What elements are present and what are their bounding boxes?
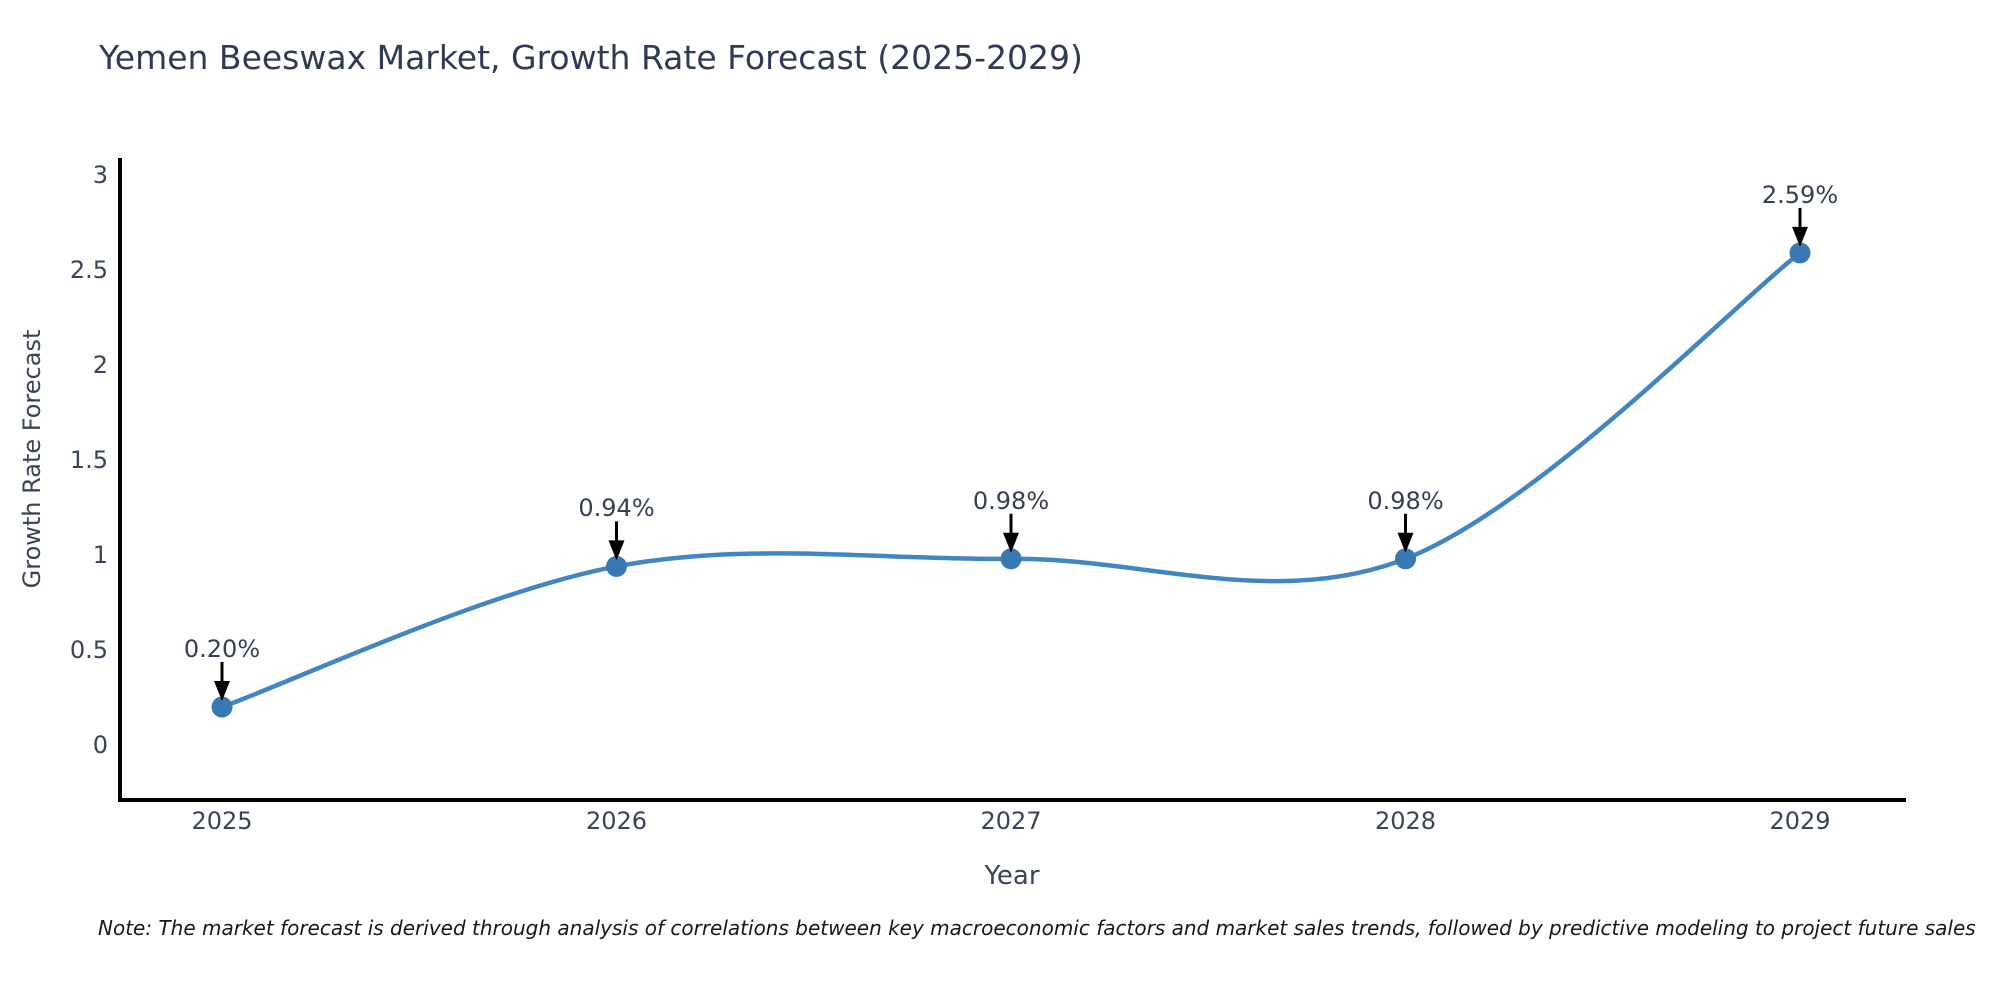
annotation-arrowhead-icon: [1003, 532, 1019, 553]
forecast-line: [219, 250, 1803, 710]
x-tick-label: 2026: [585, 807, 648, 835]
y-tick-label: 1.5: [69, 446, 108, 474]
x-tick-label: 2025: [191, 807, 253, 835]
chart-title: Yemen Beeswax Market, Growth Rate Foreca…: [99, 38, 1083, 77]
annotation-arrowhead-icon: [1792, 226, 1808, 247]
point-annotation: 2.59%: [1761, 180, 1839, 209]
data-point-marker[interactable]: [211, 696, 233, 718]
x-tick-label: 2027: [980, 807, 1042, 835]
x-axis-title: Year: [984, 861, 1040, 891]
y-tick-label: 3: [92, 161, 108, 189]
data-point-marker[interactable]: [606, 555, 627, 577]
data-point-marker[interactable]: [1000, 548, 1022, 570]
x-tick-label: 2029: [1769, 807, 1831, 835]
annotation-arrowhead-icon: [1397, 532, 1414, 553]
point-annotation: 0.98%: [972, 486, 1050, 515]
point-annotation: 0.94%: [578, 494, 655, 523]
y-tick-label: 0.5: [69, 636, 108, 664]
data-point-marker[interactable]: [1789, 242, 1811, 264]
y-tick-label: 0: [92, 731, 108, 759]
annotation-arrowhead-icon: [214, 681, 230, 701]
y-tick-label: 2: [92, 351, 108, 379]
x-tick-label: 2028: [1374, 807, 1437, 835]
annotation-arrowhead-icon: [608, 540, 625, 561]
footnote: Note: The market forecast is derived thr…: [98, 916, 1976, 940]
y-tick-label: 1: [92, 541, 108, 569]
data-point-marker[interactable]: [1395, 548, 1416, 570]
y-tick-label: 2.5: [69, 256, 108, 284]
point-annotation: 0.98%: [1367, 486, 1444, 515]
point-annotation: 0.20%: [183, 635, 261, 663]
